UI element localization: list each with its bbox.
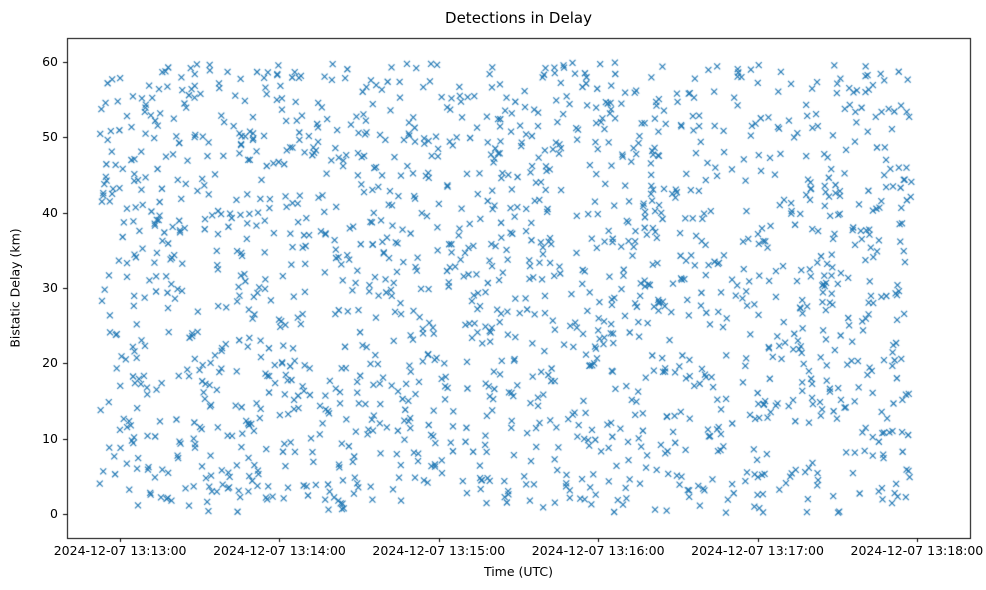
y-tick-label: 10: [42, 430, 58, 446]
x-tick-label: 2024-12-07 13:13:00: [53, 543, 187, 558]
x-tick-label: 2024-12-07 13:16:00: [531, 543, 665, 558]
y-tick-label: 30: [42, 280, 58, 295]
x-tick-label: 2024-12-07 13:17:00: [691, 543, 824, 558]
y-tick-label: 0: [50, 506, 58, 522]
x-tick-label: 2024-12-07 13:14:00: [213, 543, 346, 558]
x-tick-label: 2024-12-07 13:15:00: [372, 543, 506, 558]
chart-title: Detections in Delay: [445, 9, 592, 27]
x-tick-label: 2024-12-07 13:18:00: [850, 543, 984, 558]
y-tick-label: 50: [42, 129, 58, 145]
y-tick-label: 40: [42, 204, 58, 220]
y-tick-label: 60: [42, 53, 58, 69]
x-axis-label: Time (UTC): [483, 564, 554, 579]
y-tick-label: 20: [42, 355, 58, 371]
